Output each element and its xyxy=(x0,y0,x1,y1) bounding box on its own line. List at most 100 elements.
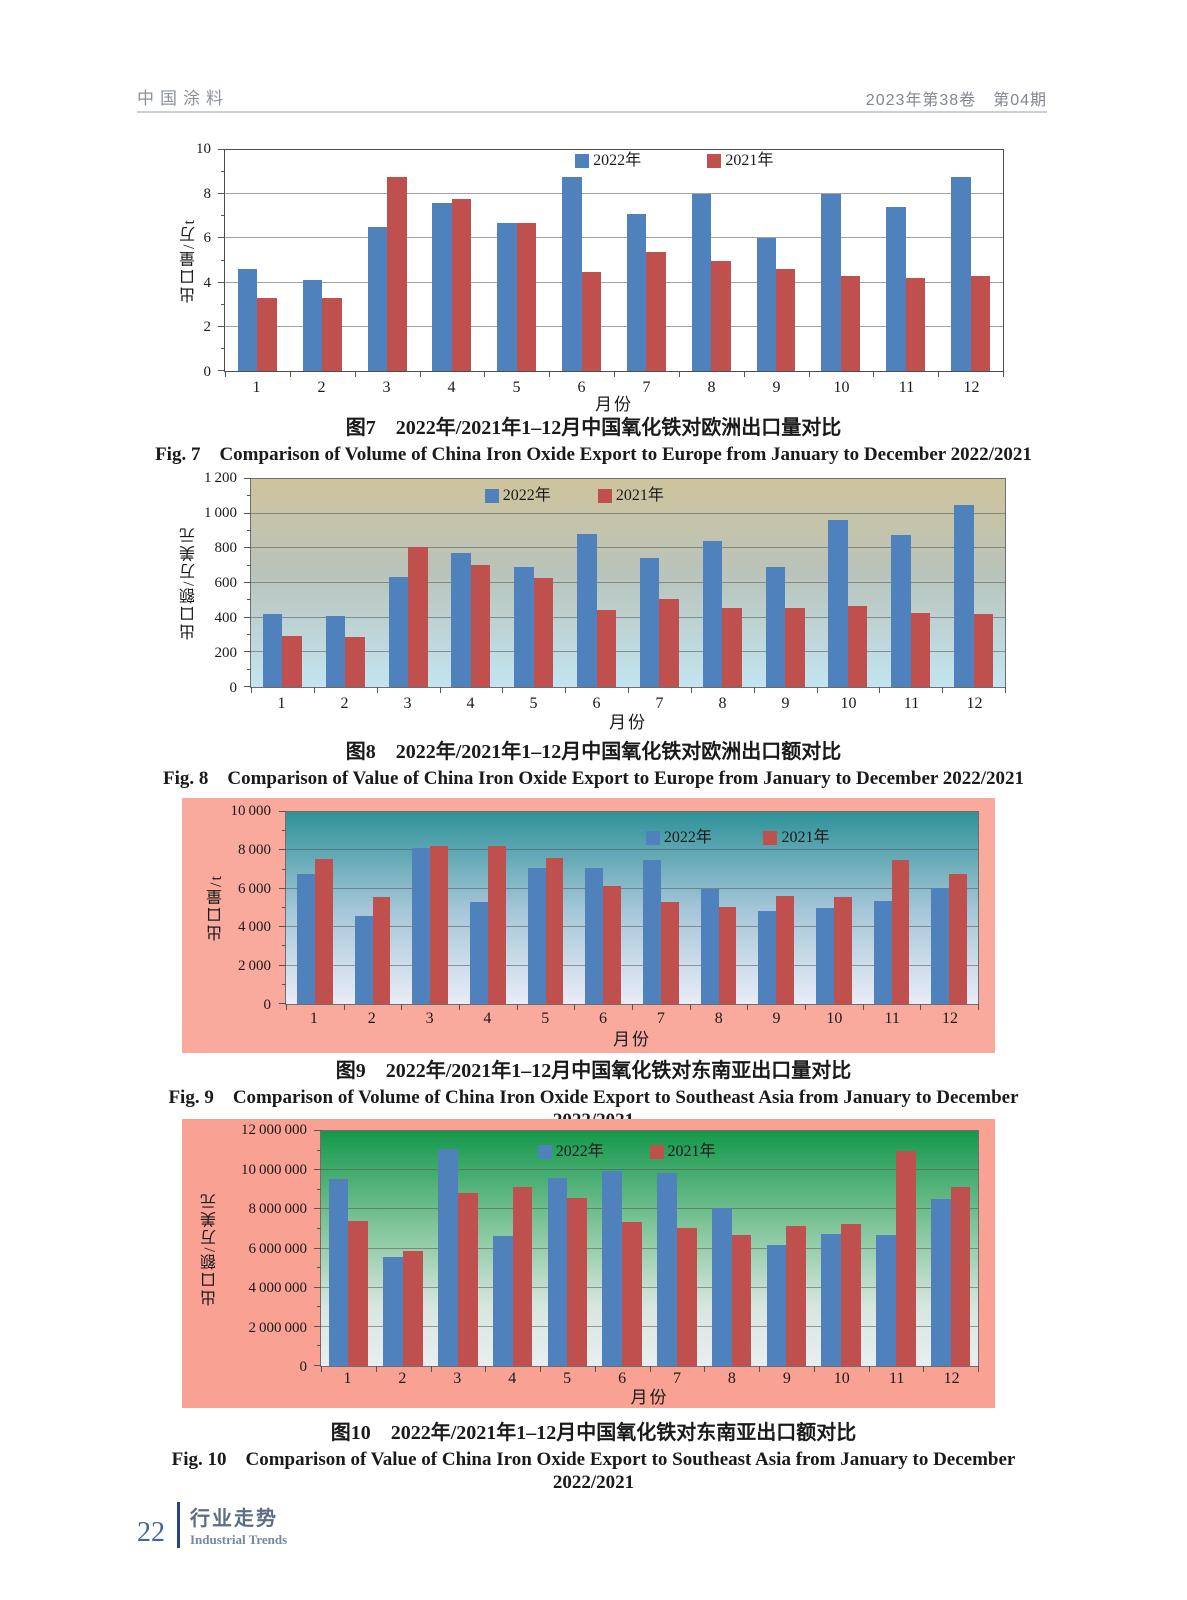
x-tick-label: 10 xyxy=(833,1370,850,1387)
x-boundary-tick xyxy=(565,687,567,693)
x-tick-label: 4 xyxy=(447,379,456,396)
x-boundary-tick xyxy=(808,371,810,377)
x-boundary-tick xyxy=(430,1366,432,1372)
bar-2022年-month-1 xyxy=(328,1178,349,1366)
bar-group-month-4 xyxy=(485,1131,540,1366)
y-tick-label: 10 xyxy=(196,141,211,157)
bar-2022年-month-7 xyxy=(642,860,661,1004)
bars xyxy=(321,1131,978,1366)
y-tick xyxy=(279,811,286,812)
legend-item-2021年: 2021年 xyxy=(763,829,829,847)
bar-2022年-month-11 xyxy=(873,901,892,1004)
bar-2021年-month-2 xyxy=(322,298,342,371)
x-boundary-tick xyxy=(978,1366,979,1372)
bar-2021年-month-5 xyxy=(533,577,554,687)
x-tick-label: 7 xyxy=(656,1010,665,1027)
x-tick-label: 2 xyxy=(340,695,349,712)
y-tick-label: 1 000 xyxy=(203,505,237,521)
y-axis: 0 2 000 000 4 000 000 6 000 000 8 000 000 10 … xyxy=(220,1122,314,1375)
y-minor-tick xyxy=(317,1267,321,1269)
x-boundary-tick xyxy=(516,1004,518,1010)
x-boundary-tick xyxy=(614,371,615,377)
bar-2021年-month-7 xyxy=(660,902,679,1004)
y-tick-label: 6 000 000 xyxy=(248,1240,307,1257)
y-tick-label: 12 000 000 xyxy=(240,1122,307,1138)
x-boundary-tick xyxy=(978,1004,979,1010)
x-boundary-tick xyxy=(689,1004,691,1010)
bars xyxy=(251,479,1005,687)
y-tick xyxy=(244,651,251,653)
y-minor-tick xyxy=(282,983,286,985)
figure7-caption-cn: 图7 2022年/2021年1–12月中国氧化铁对欧洲出口量对比 xyxy=(345,417,842,439)
bar-group-month-2 xyxy=(344,812,402,1004)
bar-2022年-month-12 xyxy=(930,1198,951,1366)
y-tick xyxy=(244,547,251,549)
y-minor-tick xyxy=(221,171,225,173)
x-boundary-tick xyxy=(484,371,486,377)
bar-2022年-month-2 xyxy=(325,615,346,687)
y-tick-label: 600 xyxy=(214,575,238,591)
legend-item-2021年: 2021年 xyxy=(707,152,773,170)
bar-2022年-month-4 xyxy=(469,902,488,1004)
bar-2021年-month-4 xyxy=(487,845,506,1004)
y-axis: 0 2 000 4 000 6 000 8 000 10 000 xyxy=(224,803,278,1013)
x-axis-title: 月份 xyxy=(609,713,647,732)
bar-2021年-month-4 xyxy=(512,1186,533,1366)
x-boundary-tick xyxy=(251,687,252,693)
x-tick-label: 1 xyxy=(343,1370,352,1387)
bar-2022年-month-7 xyxy=(639,557,660,687)
y-minor-tick xyxy=(221,259,225,261)
y-tick-label: 0 xyxy=(263,997,272,1013)
y-tick xyxy=(218,325,225,327)
bar-2022年-month-11 xyxy=(891,535,911,687)
chart-fig7: 出口量/万t 0 2 4 6 8 10 2022年 2021年 1 2 3 4 5 6 7 8 9 10 11 1… xyxy=(178,139,1012,414)
y-minor-tick xyxy=(317,1306,321,1308)
bar-2021年-month-12 xyxy=(949,874,968,1004)
bar-group-month-3 xyxy=(431,1131,486,1366)
y-tick-label: 200 xyxy=(214,645,238,662)
x-boundary-tick xyxy=(594,1366,596,1372)
x-boundary-tick xyxy=(343,1004,345,1010)
x-tick-label: 9 xyxy=(781,695,790,712)
x-tick-label: 11 xyxy=(884,1010,900,1027)
bar-group-month-5 xyxy=(517,812,575,1004)
bar-group-month-10 xyxy=(805,812,863,1004)
bar-2022年-month-5 xyxy=(527,867,546,1004)
gridline xyxy=(251,616,1005,618)
bar-group-month-7 xyxy=(650,1131,705,1366)
x-boundary-tick xyxy=(690,687,692,693)
y-tick-label: 8 000 000 xyxy=(248,1201,307,1218)
legend-item-2021年: 2021年 xyxy=(649,1143,716,1161)
y-minor-tick xyxy=(247,530,251,531)
bar-2021年-month-4 xyxy=(470,564,491,687)
x-tick-label: 10 xyxy=(840,695,857,712)
legend-swatch xyxy=(575,154,590,169)
header-rule xyxy=(137,111,1047,113)
bar-2021年-month-10 xyxy=(833,897,852,1004)
x-tick-label: 11 xyxy=(898,379,915,396)
y-tick-label: 8 000 xyxy=(237,841,271,858)
bar-group-month-4 xyxy=(459,812,517,1004)
x-axis: 1 2 3 4 5 6 7 8 9 10 11 12 xyxy=(285,1009,979,1029)
y-tick-label: 6 xyxy=(203,230,212,247)
gridline xyxy=(225,237,1003,239)
bar-group-month-3 xyxy=(355,150,420,371)
bar-2022年-month-8 xyxy=(691,194,712,371)
bar-2022年-month-12 xyxy=(931,887,950,1004)
gridline xyxy=(286,926,978,928)
y-minor-tick xyxy=(221,303,225,305)
y-minor-tick xyxy=(317,1345,321,1347)
bar-2021年-month-12 xyxy=(970,275,990,371)
y-tick xyxy=(314,1208,321,1210)
y-minor-tick xyxy=(247,599,251,601)
figure8-caption-cn: 图8 2022年/2021年1–12月中国氧化铁对欧洲出口额对比 xyxy=(345,741,842,763)
bar-group-month-6 xyxy=(549,150,614,371)
y-tick-label: 8 xyxy=(203,185,212,202)
bar-2022年-month-10 xyxy=(821,194,841,371)
bar-2021年-month-3 xyxy=(430,845,449,1004)
bar-2021年-month-6 xyxy=(581,271,601,371)
y-tick xyxy=(314,1325,321,1327)
gridline xyxy=(286,964,978,966)
figure8-caption-en: Fig. 8 Comparison of Value of China Iron… xyxy=(163,768,1024,789)
y-minor-tick xyxy=(247,668,251,670)
